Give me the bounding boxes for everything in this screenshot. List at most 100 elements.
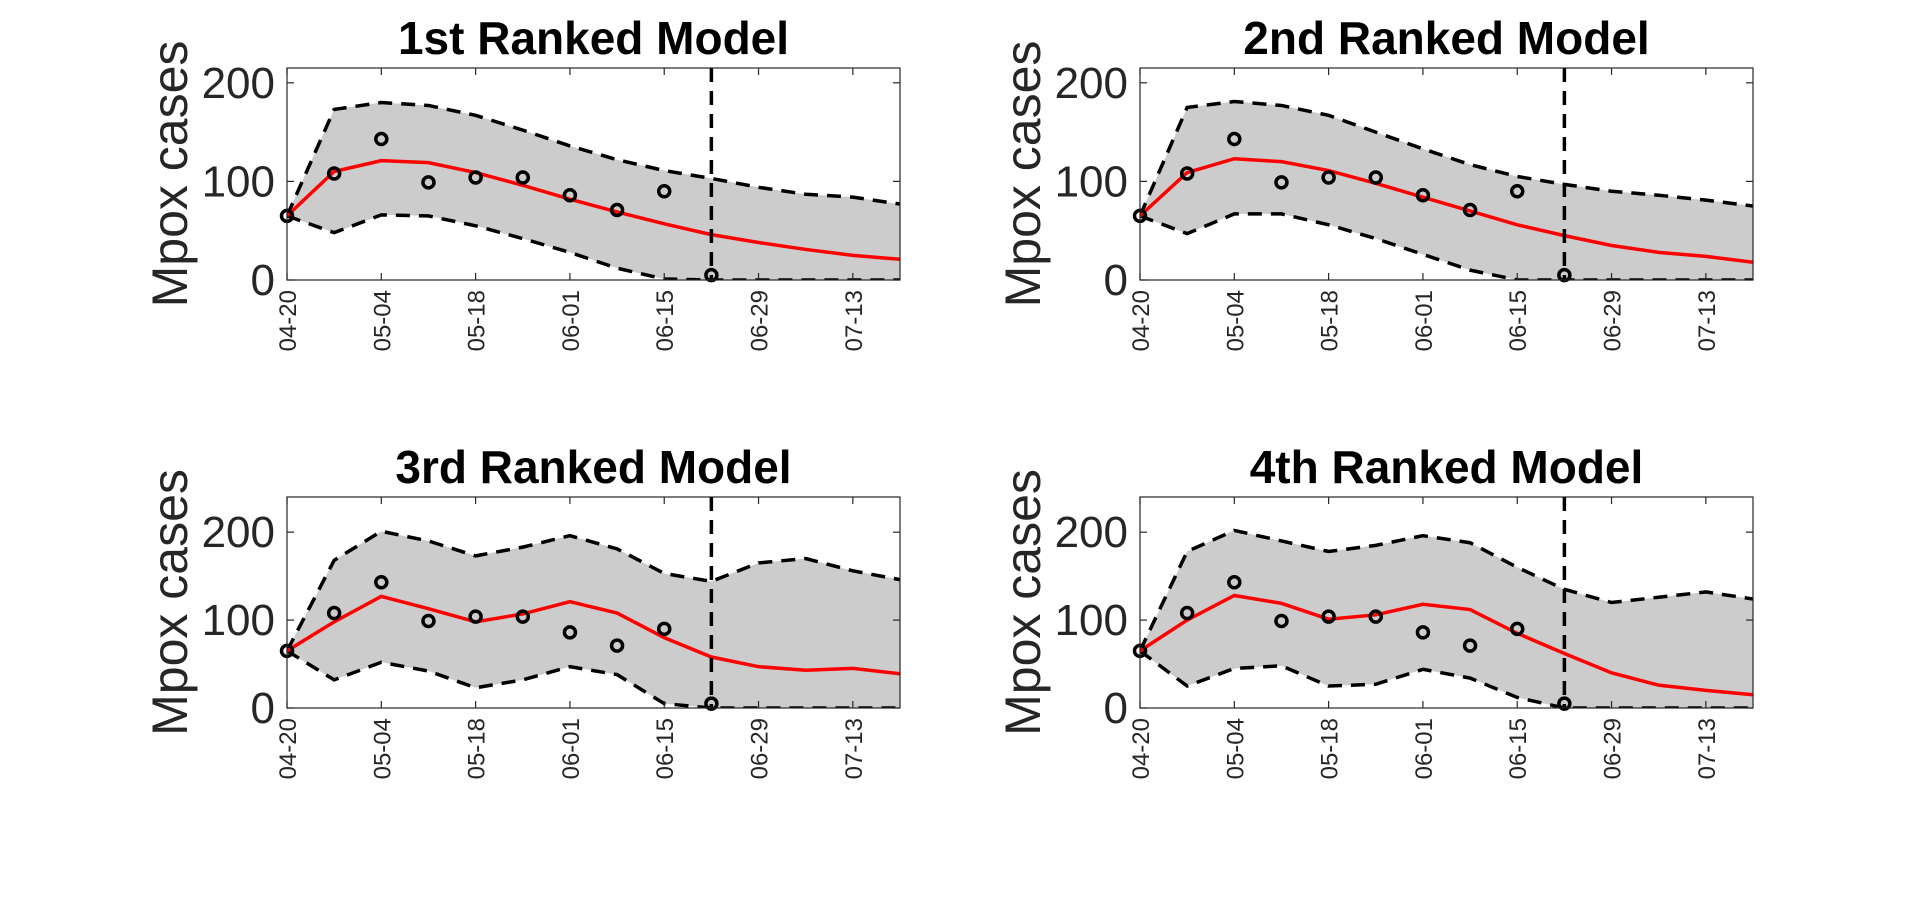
y-tick-label: 0 [1104,256,1128,305]
y-tick-label: 100 [1055,157,1128,206]
upper-bound-line [287,529,900,652]
panel-2: 0 100 200 04-20 05-04 05-18 06-01 06-15 06-29 07-… [995,12,1754,351]
upper-bound-line [287,100,900,217]
observed-point [1179,605,1195,621]
panel-title: 1st Ranked Model [398,12,789,64]
observed-point [1557,696,1572,711]
y-tick-label: 200 [202,59,275,108]
y-axis-label: Mpox cases [995,469,1051,736]
y-axis-label: Mpox cases [142,469,198,736]
observed-point [326,166,342,181]
observed-point [326,605,342,621]
x-tick-label: 04-20 [1128,718,1155,779]
observed-point [562,187,578,203]
fit-line [1140,156,1753,264]
x-tick-label: 05-18 [464,290,491,351]
observed-point [1509,184,1525,199]
x-tick-label: 06-15 [1505,290,1532,351]
observed-point [421,175,436,190]
x-tick-label: 05-18 [464,718,491,779]
observed-point [656,184,672,199]
upper-bound-line [1140,528,1753,652]
axes-box [1139,67,1754,281]
panel-1: 0 100 200 04-20 05-04 05-18 06-01 06-15 06-29 07-… [142,12,901,351]
axes-box [286,496,901,709]
observed-point [468,609,483,624]
upper-bound-line [1140,99,1753,217]
prediction-band [1140,530,1753,708]
x-tick-label: 05-04 [1222,290,1249,351]
observed-point [1368,170,1384,185]
y-tick-label: 100 [202,596,275,645]
y-tick-label: 0 [1104,684,1128,733]
y-tick-label: 200 [1055,59,1128,108]
observed-point [656,621,672,637]
observed-point [1462,638,1478,653]
x-tick-label: 05-04 [369,718,396,779]
observed-point [1462,202,1478,218]
y-axis-label: Mpox cases [142,41,198,308]
panel-title: 3rd Ranked Model [395,441,791,493]
observed-point [1274,175,1289,190]
observed-point [1227,131,1242,147]
x-tick-label: 06-15 [652,718,679,779]
y-axis-label: Mpox cases [995,41,1051,308]
x-tick-label: 04-20 [275,718,302,779]
x-tick-label: 07-13 [1694,718,1721,779]
y-tick-label: 100 [1055,596,1128,645]
observed-point [609,202,625,218]
y-tick-label: 0 [251,256,275,305]
fit-line [1140,593,1753,697]
x-tick-label: 07-13 [1694,290,1721,351]
observed-point [1179,166,1195,181]
observed-point [515,609,531,624]
x-tick-label: 04-20 [275,290,302,351]
x-tick-label: 07-13 [841,290,868,351]
x-tick-label: 05-18 [1317,718,1344,779]
observed-point [421,613,436,629]
axes-box [1139,496,1754,709]
x-tick-label: 05-04 [369,290,396,351]
observed-point [1227,575,1242,590]
y-tick-label: 0 [251,684,275,733]
panel-title: 4th Ranked Model [1250,441,1644,493]
observed-point [704,696,719,711]
x-tick-label: 05-18 [1317,290,1344,351]
x-tick-label: 06-01 [558,290,585,351]
x-tick-label: 06-01 [1411,718,1438,779]
y-tick-label: 100 [202,157,275,206]
observed-point [1321,609,1336,624]
axes-box [286,67,901,281]
x-tick-label: 05-04 [1222,718,1249,779]
x-tick-label: 06-15 [1505,718,1532,779]
x-tick-label: 06-29 [747,290,774,351]
observed-point [374,575,389,590]
observed-point [609,638,625,653]
observed-point [1321,170,1336,185]
observed-point [1415,625,1431,640]
prediction-band [1140,101,1753,280]
observed-point [1415,187,1431,203]
observed-point [1368,609,1384,624]
observed-point [374,131,389,147]
fit-line [287,158,900,262]
fit-line [287,594,900,676]
x-tick-label: 06-29 [1600,290,1627,351]
x-tick-label: 06-15 [652,290,679,351]
x-tick-label: 06-01 [1411,290,1438,351]
observed-point [468,170,483,185]
panel-title: 2nd Ranked Model [1243,12,1649,64]
observed-point [1509,621,1525,637]
x-tick-label: 04-20 [1128,290,1155,351]
panel-3: 0 100 200 04-20 05-04 05-18 06-01 06-15 06-29 07-… [142,441,901,779]
panel-4: 0 100 200 04-20 05-04 05-18 06-01 06-15 06-29 07-… [995,441,1754,779]
lower-bound-line [287,649,900,708]
observed-point [1274,613,1289,629]
x-tick-label: 06-29 [1600,718,1627,779]
x-tick-label: 07-13 [841,718,868,779]
y-tick-label: 200 [1055,508,1128,557]
x-tick-label: 06-01 [558,718,585,779]
observed-point [562,625,578,640]
y-tick-label: 200 [202,508,275,557]
